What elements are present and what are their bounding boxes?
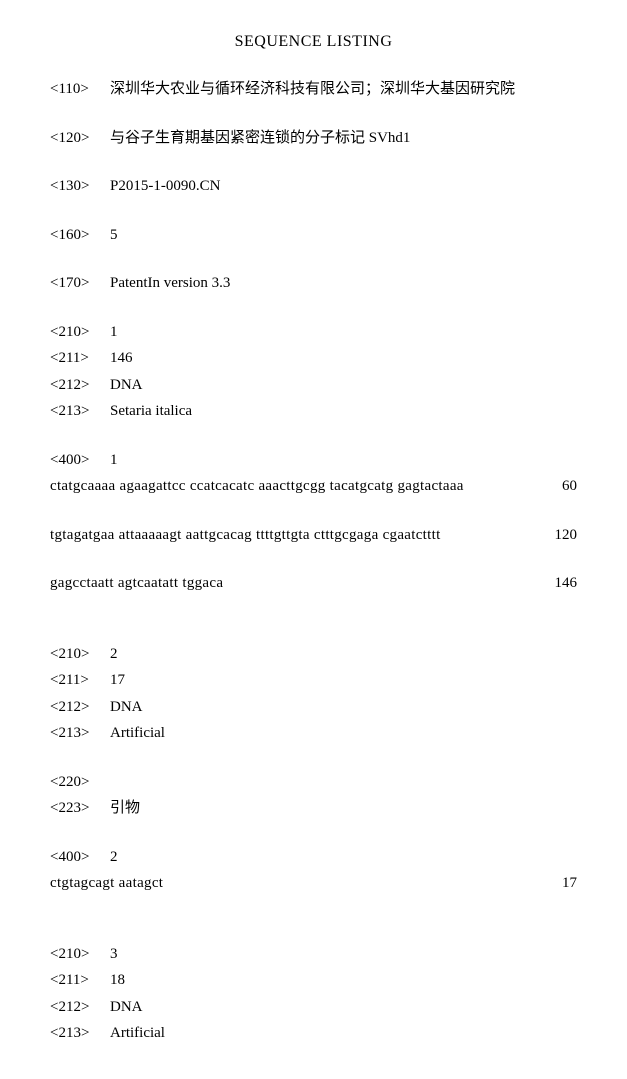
seq2-211: <211> 17 (50, 669, 577, 692)
seq2-223: <223> 引物 (50, 797, 577, 820)
tag-110: <110> (50, 78, 110, 101)
value-160: 5 (110, 224, 577, 247)
value: 引物 (110, 797, 577, 820)
page-title: SEQUENCE LISTING (50, 30, 577, 54)
value: 1 (110, 321, 577, 344)
tag: <213> (50, 722, 110, 745)
value: Setaria italica (110, 400, 577, 423)
seq-text: tgtagatgaa attaaaaagt aattgcacag ttttgtt… (50, 524, 441, 547)
seq2-line-0: ctgtagcagt aatagct 17 (50, 872, 577, 895)
seq3-211: <211> 18 (50, 969, 577, 992)
tag-130: <130> (50, 175, 110, 198)
tag: <210> (50, 321, 110, 344)
seq-num: 146 (535, 572, 578, 595)
field-130: <130> P2015-1-0090.CN (50, 175, 577, 198)
seq2-213: <213> Artificial (50, 722, 577, 745)
seq3-213: <213> Artificial (50, 1022, 577, 1045)
seq1-210: <210> 1 (50, 321, 577, 344)
tag: <211> (50, 669, 110, 692)
seq3-210: <210> 3 (50, 943, 577, 966)
value: DNA (110, 374, 577, 397)
seq3-212: <212> DNA (50, 996, 577, 1019)
seq1-211: <211> 146 (50, 347, 577, 370)
tag: <212> (50, 996, 110, 1019)
value-170: PatentIn version 3.3 (110, 272, 577, 295)
value: 146 (110, 347, 577, 370)
seq1-line-1: tgtagatgaa attaaaaagt aattgcacag ttttgtt… (50, 524, 577, 547)
seq1-line-0: ctatgcaaaa agaagattcc ccatcacatc aaacttg… (50, 475, 577, 498)
value: 1 (110, 449, 577, 472)
tag-120: <120> (50, 127, 110, 150)
tag: <213> (50, 400, 110, 423)
tag: <210> (50, 643, 110, 666)
tag-160: <160> (50, 224, 110, 247)
tag: <213> (50, 1022, 110, 1045)
value: 2 (110, 846, 577, 869)
value: Artificial (110, 722, 577, 745)
value: 18 (110, 969, 577, 992)
seq-num: 120 (535, 524, 578, 547)
tag: <223> (50, 797, 110, 820)
seq2-400: <400> 2 (50, 846, 577, 869)
tag: <400> (50, 846, 110, 869)
seq-num: 60 (542, 475, 577, 498)
field-160: <160> 5 (50, 224, 577, 247)
value (110, 771, 577, 794)
value: DNA (110, 996, 577, 1019)
seq2-210: <210> 2 (50, 643, 577, 666)
tag: <211> (50, 347, 110, 370)
seq1-212: <212> DNA (50, 374, 577, 397)
field-110: <110> 深圳华大农业与循环经济科技有限公司；深圳华大基因研究院 (50, 78, 577, 101)
seq-text: ctgtagcagt aatagct (50, 872, 163, 895)
value: 3 (110, 943, 577, 966)
field-120: <120> 与谷子生育期基因紧密连锁的分子标记 SVhd1 (50, 127, 577, 150)
value: 17 (110, 669, 577, 692)
value: Artificial (110, 1022, 577, 1045)
tag: <212> (50, 696, 110, 719)
tag: <220> (50, 771, 110, 794)
tag: <212> (50, 374, 110, 397)
value-130: P2015-1-0090.CN (110, 175, 577, 198)
value-110: 深圳华大农业与循环经济科技有限公司；深圳华大基因研究院 (110, 78, 577, 101)
value-120: 与谷子生育期基因紧密连锁的分子标记 SVhd1 (110, 127, 577, 150)
seq1-213: <213> Setaria italica (50, 400, 577, 423)
seq2-212: <212> DNA (50, 696, 577, 719)
tag: <211> (50, 969, 110, 992)
seq-text: gagcctaatt agtcaatatt tggaca (50, 572, 223, 595)
seq-num: 17 (542, 872, 577, 895)
tag-170: <170> (50, 272, 110, 295)
tag: <210> (50, 943, 110, 966)
value: 2 (110, 643, 577, 666)
tag: <400> (50, 449, 110, 472)
field-170: <170> PatentIn version 3.3 (50, 272, 577, 295)
seq-text: ctatgcaaaa agaagattcc ccatcacatc aaacttg… (50, 475, 464, 498)
seq2-220: <220> (50, 771, 577, 794)
seq1-400: <400> 1 (50, 449, 577, 472)
seq1-line-2: gagcctaatt agtcaatatt tggaca 146 (50, 572, 577, 595)
value: DNA (110, 696, 577, 719)
